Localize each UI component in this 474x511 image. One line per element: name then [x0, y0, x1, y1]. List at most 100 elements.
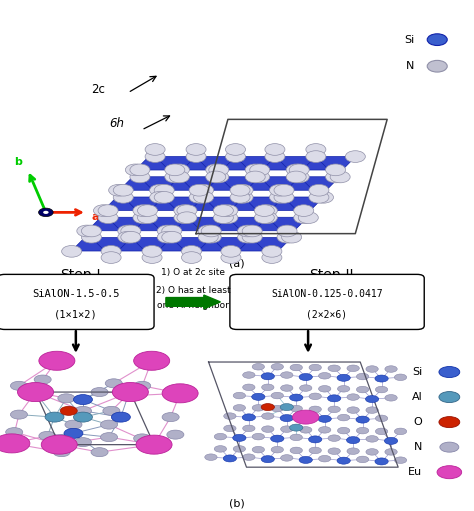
Circle shape [261, 373, 274, 380]
Circle shape [77, 225, 97, 237]
FancyBboxPatch shape [0, 274, 154, 330]
Circle shape [306, 151, 326, 162]
Circle shape [309, 184, 329, 196]
Circle shape [252, 447, 264, 453]
Circle shape [294, 205, 314, 217]
Circle shape [326, 164, 346, 176]
Circle shape [58, 394, 75, 403]
Circle shape [290, 394, 303, 401]
Circle shape [221, 245, 241, 257]
Circle shape [98, 212, 118, 223]
Circle shape [347, 394, 359, 400]
Circle shape [252, 433, 264, 440]
Circle shape [226, 151, 246, 162]
Circle shape [133, 205, 153, 217]
Circle shape [299, 374, 312, 381]
Circle shape [328, 395, 341, 402]
Polygon shape [228, 217, 268, 238]
Circle shape [337, 386, 350, 392]
Circle shape [328, 448, 340, 454]
Circle shape [243, 425, 255, 432]
Circle shape [242, 414, 255, 421]
Circle shape [119, 391, 137, 400]
Circle shape [182, 252, 201, 263]
Circle shape [224, 425, 236, 432]
Circle shape [136, 435, 172, 454]
Circle shape [257, 205, 277, 217]
Circle shape [0, 434, 30, 453]
Circle shape [10, 381, 27, 390]
Circle shape [105, 379, 122, 388]
Circle shape [214, 433, 227, 440]
Circle shape [289, 164, 309, 176]
Circle shape [45, 412, 64, 422]
Text: N: N [414, 442, 422, 452]
Polygon shape [128, 211, 167, 231]
Circle shape [213, 212, 233, 223]
Circle shape [384, 437, 398, 445]
Circle shape [289, 171, 309, 183]
Polygon shape [296, 150, 336, 170]
Circle shape [282, 231, 301, 243]
Circle shape [375, 415, 388, 422]
Circle shape [269, 192, 290, 203]
FancyArrow shape [166, 295, 220, 309]
Text: Si: Si [412, 367, 422, 377]
Circle shape [356, 456, 369, 462]
Polygon shape [136, 150, 175, 170]
Text: 2) O has at least: 2) O has at least [156, 286, 231, 295]
Circle shape [142, 252, 162, 263]
Text: (2×2×6): (2×2×6) [307, 310, 347, 319]
Circle shape [337, 457, 350, 464]
Circle shape [150, 184, 170, 196]
Circle shape [82, 231, 101, 243]
Polygon shape [260, 177, 300, 197]
Circle shape [286, 164, 306, 176]
Circle shape [319, 427, 331, 433]
Circle shape [206, 164, 226, 176]
Circle shape [298, 212, 319, 223]
Circle shape [254, 212, 274, 223]
Circle shape [157, 225, 177, 237]
Circle shape [265, 144, 285, 155]
Circle shape [39, 351, 75, 370]
Circle shape [65, 420, 82, 429]
Text: Si: Si [404, 35, 414, 44]
Circle shape [337, 374, 350, 381]
Circle shape [262, 426, 274, 432]
Circle shape [375, 458, 388, 465]
Polygon shape [103, 190, 144, 211]
Circle shape [34, 375, 51, 384]
Circle shape [165, 164, 185, 176]
Circle shape [319, 455, 331, 462]
Circle shape [292, 410, 319, 424]
Text: Step-I: Step-I [60, 268, 101, 282]
Circle shape [254, 205, 274, 217]
Circle shape [394, 457, 407, 463]
Text: SiAlON-0.125-0.0417: SiAlON-0.125-0.0417 [271, 289, 383, 299]
Polygon shape [175, 150, 216, 170]
Circle shape [245, 164, 265, 176]
Circle shape [385, 449, 397, 455]
Circle shape [62, 245, 82, 257]
Text: N: N [406, 61, 414, 71]
Circle shape [281, 426, 293, 432]
Circle shape [157, 231, 177, 243]
Polygon shape [231, 231, 272, 251]
Circle shape [262, 384, 274, 390]
Circle shape [29, 391, 46, 400]
Circle shape [169, 164, 190, 176]
Polygon shape [111, 231, 152, 251]
Circle shape [346, 436, 360, 444]
Circle shape [209, 164, 229, 176]
Polygon shape [268, 217, 308, 238]
Circle shape [271, 405, 283, 412]
Text: O: O [414, 417, 422, 427]
Polygon shape [159, 170, 200, 190]
Circle shape [134, 434, 151, 443]
Polygon shape [247, 211, 288, 231]
Circle shape [162, 412, 179, 422]
Circle shape [394, 428, 407, 435]
Circle shape [281, 372, 293, 378]
Circle shape [277, 225, 297, 237]
